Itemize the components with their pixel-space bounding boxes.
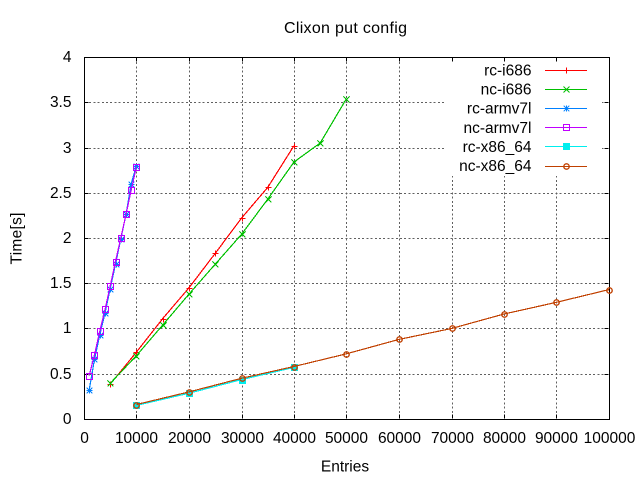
svg-text:50000: 50000 [325, 430, 368, 447]
svg-text:rc-i686: rc-i686 [484, 63, 531, 80]
svg-text:2.5: 2.5 [50, 185, 72, 202]
svg-text:0: 0 [63, 411, 72, 428]
svg-text:1.5: 1.5 [50, 275, 72, 292]
svg-text:Entries: Entries [321, 459, 369, 476]
svg-text:rc-x86_64: rc-x86_64 [463, 139, 532, 156]
svg-text:Time[s]: Time[s] [9, 213, 26, 265]
svg-text:40000: 40000 [273, 430, 316, 447]
svg-text:rc-armv7l: rc-armv7l [467, 101, 532, 118]
svg-text:Clixon put config: Clixon put config [284, 20, 407, 37]
svg-text:3.5: 3.5 [50, 94, 72, 111]
svg-text:nc-i686: nc-i686 [481, 82, 532, 99]
svg-text:0: 0 [80, 430, 89, 447]
svg-text:2: 2 [63, 230, 72, 247]
svg-text:80000: 80000 [483, 430, 526, 447]
svg-text:10000: 10000 [115, 430, 158, 447]
svg-text:1: 1 [63, 320, 72, 337]
svg-text:30000: 30000 [221, 430, 264, 447]
svg-text:nc-x86_64: nc-x86_64 [459, 158, 532, 175]
svg-text:20000: 20000 [168, 430, 211, 447]
svg-text:70000: 70000 [431, 430, 474, 447]
svg-text:100000: 100000 [584, 430, 636, 447]
svg-text:90000: 90000 [535, 430, 578, 447]
svg-text:0.5: 0.5 [50, 366, 72, 383]
svg-text:3: 3 [63, 140, 72, 157]
svg-text:4: 4 [63, 49, 72, 66]
svg-text:nc-armv7l: nc-armv7l [463, 120, 531, 137]
svg-text:60000: 60000 [378, 430, 421, 447]
